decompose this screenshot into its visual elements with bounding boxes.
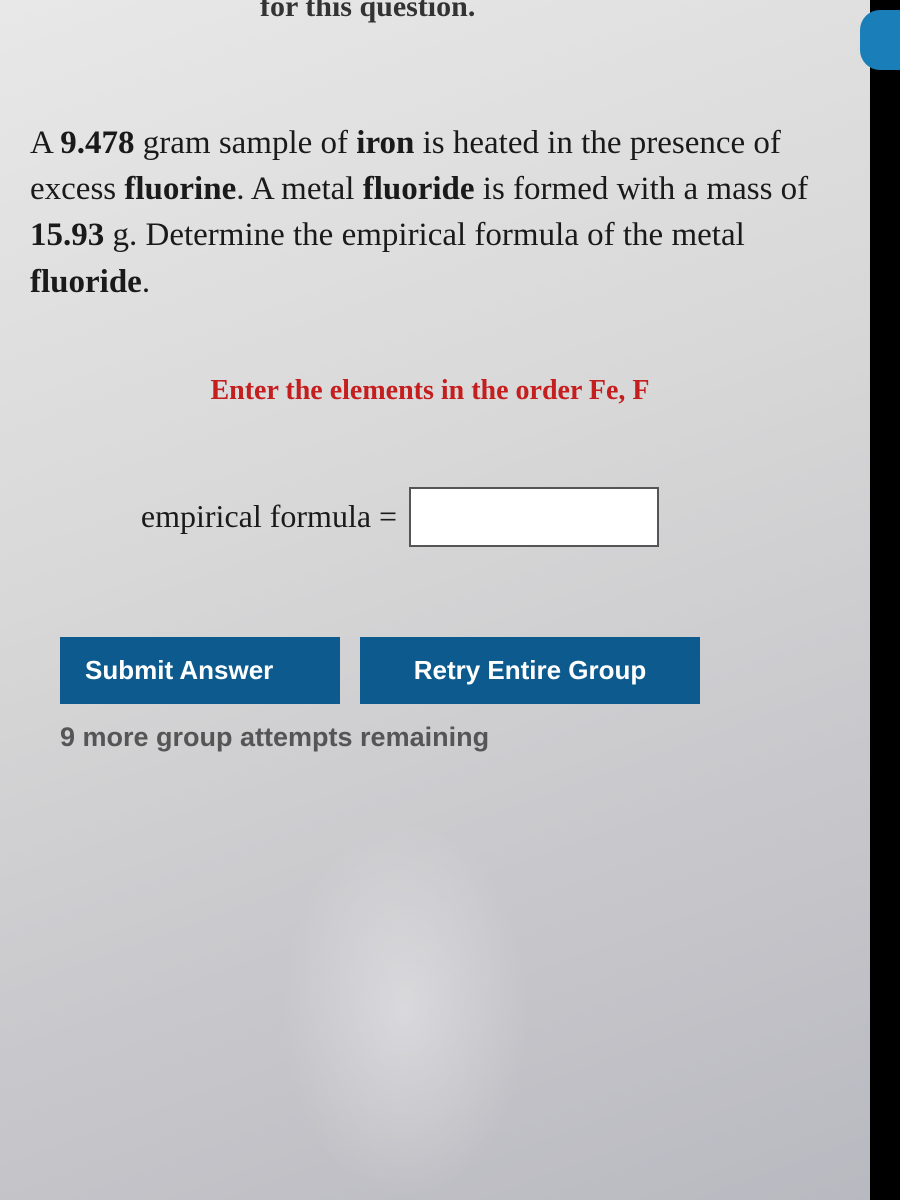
formula-label: empirical formula =: [141, 498, 397, 535]
screen-bezel: [870, 0, 900, 1200]
empirical-formula-input[interactable]: [409, 487, 659, 547]
button-row: Submit Answer Retry Entire Group: [30, 637, 830, 704]
q-text: . A metal: [236, 171, 363, 207]
header-fragment: for this question.: [260, 0, 475, 24]
q-mass1: 9.478: [60, 125, 134, 161]
question-content: A 9.478 gram sample of iron is heated in…: [0, 0, 860, 753]
screen-glare: [280, 820, 530, 1200]
q-text: gram sample of: [135, 125, 357, 161]
q-text: .: [142, 264, 150, 300]
attempts-remaining: 9 more group attempts remaining: [30, 722, 830, 753]
q-compound: fluoride: [363, 171, 475, 207]
question-paragraph: A 9.478 gram sample of iron is heated in…: [30, 120, 830, 305]
instruction-text: Enter the elements in the order Fe, F: [30, 375, 830, 407]
q-compound2: fluoride: [30, 264, 142, 300]
q-element2: fluorine: [124, 171, 236, 207]
submit-answer-button[interactable]: Submit Answer: [60, 637, 340, 704]
q-text: g. Determine the empirical formula of th…: [104, 217, 745, 253]
formula-row: empirical formula =: [30, 487, 830, 547]
q-text: is formed with a mass of: [475, 171, 809, 207]
q-text: A: [30, 125, 60, 161]
retry-group-button[interactable]: Retry Entire Group: [360, 637, 700, 704]
corner-badge: [860, 10, 900, 70]
q-element1: iron: [356, 125, 414, 161]
q-mass2: 15.93: [30, 217, 104, 253]
